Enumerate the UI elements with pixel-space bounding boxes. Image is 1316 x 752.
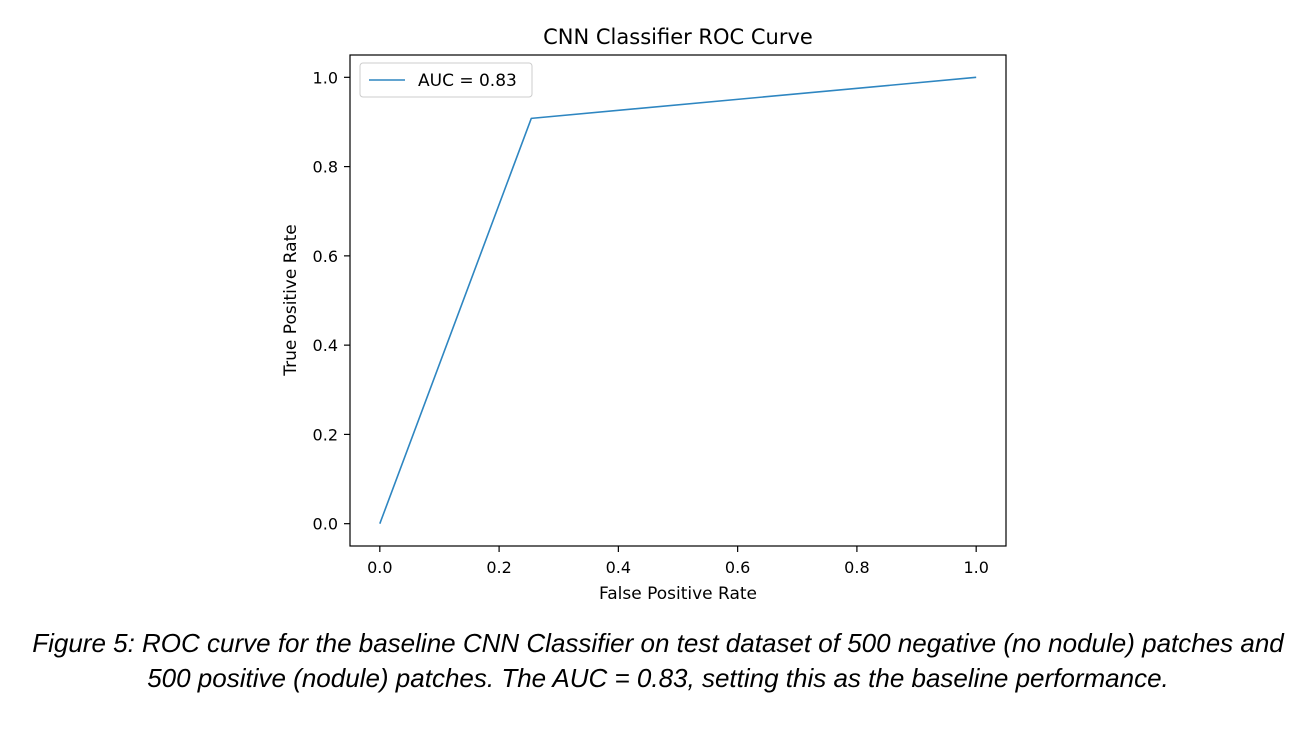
- y-tick-label: 0.2: [313, 425, 338, 444]
- x-tick-label: 1.0: [963, 558, 988, 577]
- x-tick-label: 0.4: [606, 558, 631, 577]
- chart-title: CNN Classifier ROC Curve: [543, 25, 813, 49]
- x-axis-title: False Positive Rate: [599, 584, 757, 604]
- x-tick-label: 0.2: [486, 558, 511, 577]
- y-tick-label: 0.8: [313, 158, 338, 177]
- y-tick-label: 0.6: [313, 247, 338, 266]
- roc-chart: CNN Classifier ROC Curve 0.0 0.2 0.4 0.6 0.8…: [281, 25, 1007, 604]
- roc-curve-line: [379, 76, 977, 524]
- x-tick-label: 0.0: [367, 558, 392, 577]
- x-axis-ticks: 0.0 0.2 0.4 0.6 0.8 1.0: [367, 546, 989, 577]
- series-layer: [379, 76, 977, 524]
- y-tick-label: 1.0: [313, 68, 338, 87]
- legend-label: AUC = 0.83: [418, 71, 517, 91]
- plot-frame: [349, 54, 1007, 547]
- y-tick-label: 0.0: [313, 515, 338, 534]
- legend-box: [359, 62, 533, 98]
- x-tick-label: 0.6: [725, 558, 750, 577]
- y-tick-label: 0.4: [313, 336, 338, 355]
- figure-caption: Figure 5: ROC curve for the baseline CNN…: [32, 628, 1284, 693]
- y-axis-title: True Positive Rate: [281, 224, 301, 376]
- x-tick-label: 0.8: [844, 558, 869, 577]
- y-axis-ticks: 0.0 0.2 0.4 0.6 0.8 1.0: [313, 68, 350, 534]
- legend: AUC = 0.83: [359, 62, 533, 98]
